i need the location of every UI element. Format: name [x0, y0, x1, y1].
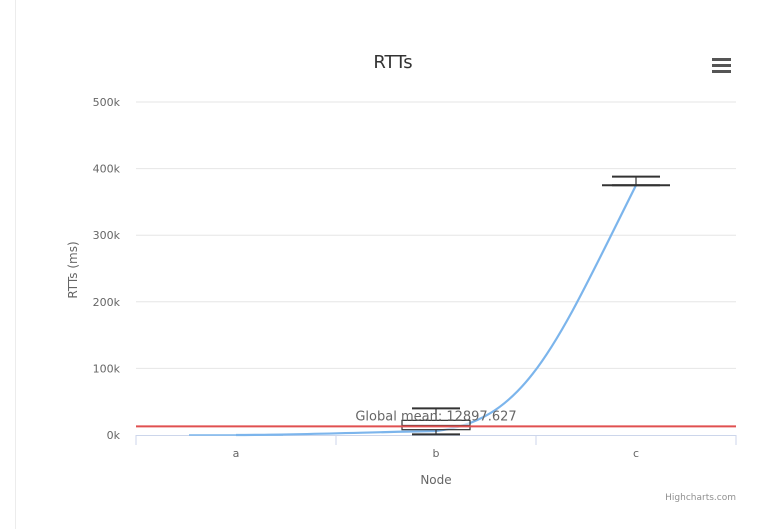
hamburger-menu-icon[interactable] — [708, 55, 734, 77]
y-axis-title: RTTs (ms) — [66, 241, 80, 298]
x-tick-label: a — [233, 447, 240, 460]
y-tick-label: 300k — [93, 229, 121, 242]
credits-link[interactable]: Highcharts.com — [665, 493, 736, 503]
chart-title: RTTs — [373, 52, 412, 73]
boxplot-c — [602, 175, 670, 187]
y-tick-label: 200k — [93, 296, 121, 309]
y-tick-label: 400k — [93, 163, 121, 176]
y-tick-label: 100k — [93, 362, 121, 375]
y-tick-label: 500k — [93, 96, 121, 109]
x-tick-label: b — [433, 447, 440, 460]
left-divider — [15, 0, 16, 529]
trend-line — [235, 184, 637, 437]
global-mean-label: Global mean: 12897.627 — [355, 409, 516, 424]
x-tick-label: c — [633, 447, 639, 460]
y-tick-label: 0k — [107, 429, 121, 442]
x-axis-title: Node — [420, 473, 451, 487]
